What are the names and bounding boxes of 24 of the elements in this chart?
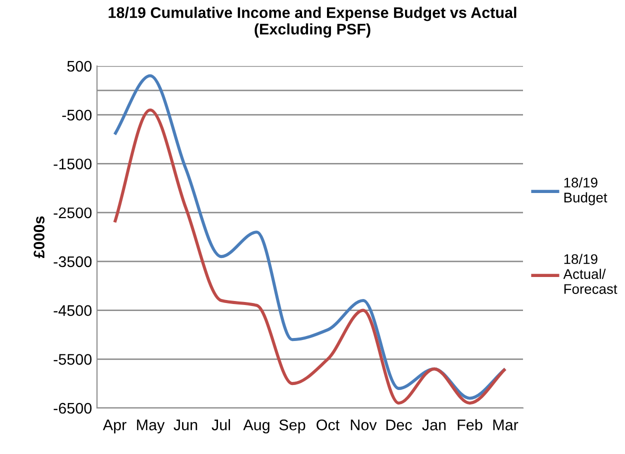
legend-label: 18/19 Actual/ Forecast <box>563 254 618 294</box>
x-tick-label: Aug <box>243 420 270 434</box>
y-tick-label: 500 <box>67 60 92 72</box>
x-tick-label: Dec <box>386 420 412 430</box>
y-tick-label: -2500 <box>54 207 92 218</box>
x-tick-label: Feb <box>458 419 482 430</box>
x-tick-label: Oct <box>316 420 340 430</box>
y-tick-label: -1500 <box>54 158 92 170</box>
x-tick-label: Nov <box>350 420 377 430</box>
x-tick-label: May <box>137 420 165 434</box>
x-tick-label: Jun <box>174 420 198 430</box>
x-tick-label: Jul <box>212 419 230 430</box>
x-tick-label: Sep <box>279 420 306 434</box>
legend-label: 18/19 Budget <box>564 177 608 206</box>
y-tick-label: -3500 <box>54 256 92 268</box>
x-tick-label: Jan <box>422 420 446 430</box>
chart-title: 18/19 Cumulative Income and Expense Budget vs Actual (Excluding PSF) <box>108 6 516 38</box>
y-axis-title: £000s <box>34 216 44 258</box>
x-tick-label: Apr <box>102 420 126 434</box>
y-tick-label: -500 <box>62 110 92 121</box>
x-tick-label: Mar <box>493 420 518 430</box>
y-tick-label: -5500 <box>54 354 92 365</box>
y-tick-label: -6500 <box>54 402 92 414</box>
y-tick-label: -4500 <box>54 305 92 316</box>
